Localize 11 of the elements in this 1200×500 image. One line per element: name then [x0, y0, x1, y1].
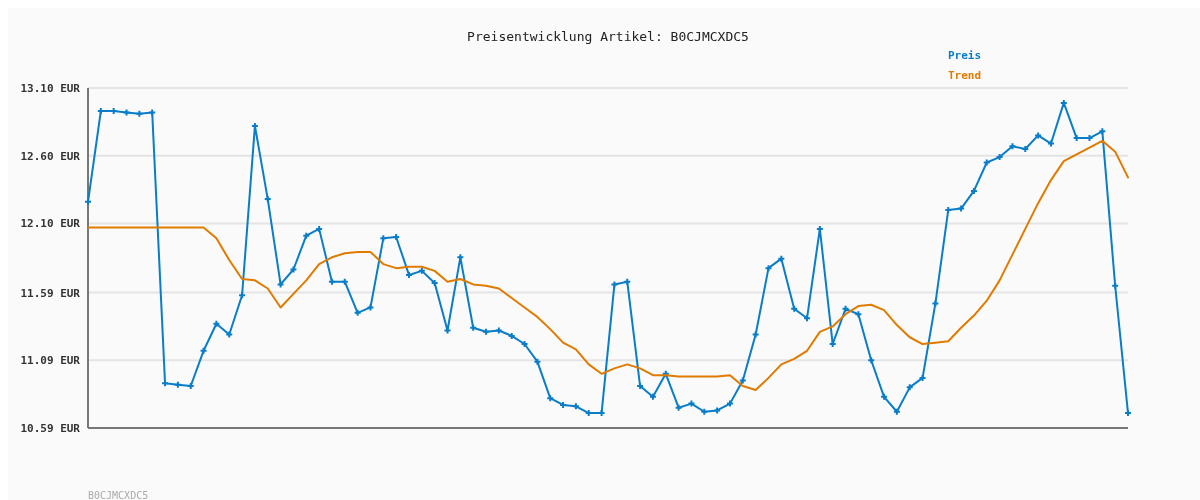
y-tick-label: 11.59 EUR	[20, 286, 81, 300]
text: Trend	[948, 69, 982, 82]
chart-title: Preisentwicklung Artikel: B0CJMCXDC5	[467, 29, 749, 44]
y-tick-label: 13.10 EUR	[20, 82, 81, 95]
y-tick-label: 12.60 EUR	[20, 149, 81, 163]
y-tick-label: 12.10 EUR	[20, 217, 81, 231]
text: B0CJMCXDC5	[88, 490, 149, 500]
text: Preis	[948, 49, 982, 62]
y-tick-label: 10.59 EUR	[20, 422, 81, 435]
y-tick-label: 11.09 EUR	[20, 354, 81, 368]
line-series	[87, 139, 1129, 392]
